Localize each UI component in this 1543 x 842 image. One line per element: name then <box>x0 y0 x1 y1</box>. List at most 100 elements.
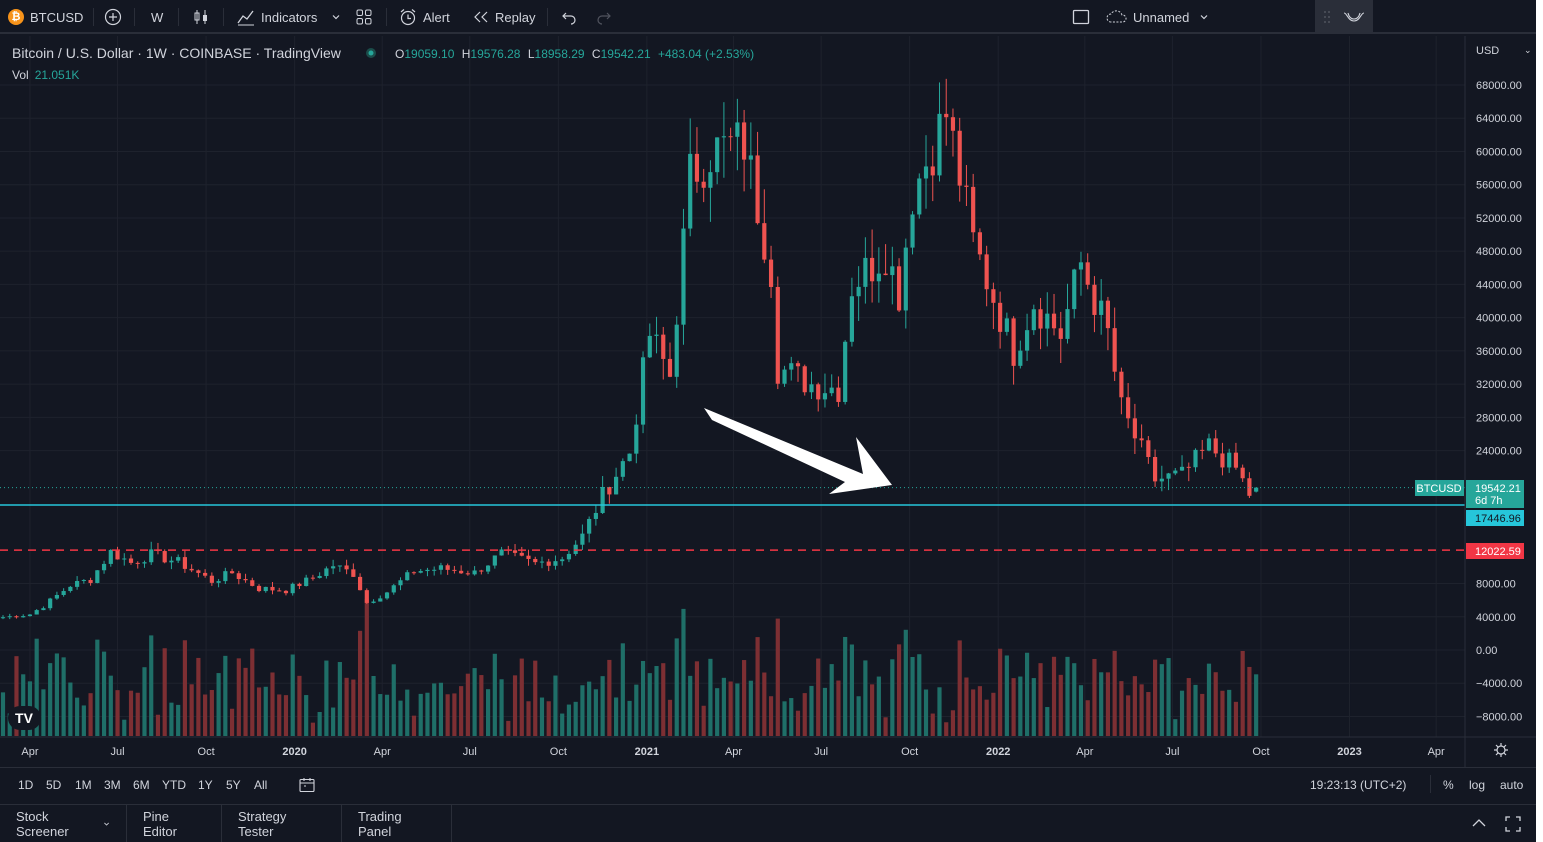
candle-body <box>357 576 363 591</box>
volume-bar <box>405 689 410 736</box>
candle-body <box>270 586 275 591</box>
range-button-1y[interactable]: 1Y <box>198 777 213 792</box>
layout-menu-button[interactable]: Unnamed <box>1105 0 1209 34</box>
time-tick-label: 2020 <box>282 746 306 758</box>
templates-button[interactable] <box>355 0 373 34</box>
range-button-5d[interactable]: 5D <box>46 777 62 792</box>
candle-body <box>1179 466 1185 471</box>
volume-bar <box>1233 701 1239 736</box>
goto-date-button[interactable] <box>298 768 316 801</box>
volume-bar <box>654 666 659 736</box>
maximize-panel-button[interactable] <box>1504 807 1522 840</box>
price-tick-label: 48000.00 <box>1476 246 1522 258</box>
chart-type-button[interactable] <box>192 0 210 34</box>
candle-body <box>1045 313 1050 329</box>
redo-button[interactable] <box>595 0 613 34</box>
volume-bar <box>155 714 161 736</box>
range-button-3m[interactable]: 3M <box>104 777 121 792</box>
candle-body <box>708 172 713 188</box>
tab-stock-screener[interactable]: Stock Screener <box>0 805 127 842</box>
percent-scale-toggle[interactable]: % <box>1443 777 1454 792</box>
price-tick-label: 40000.00 <box>1476 313 1522 325</box>
candle-body <box>7 616 12 618</box>
volume-bar <box>587 681 592 736</box>
range-button-1m[interactable]: 1M <box>75 777 92 792</box>
candle-body <box>1152 457 1158 482</box>
price-tick-label: −8000.00 <box>1476 711 1522 723</box>
volume-bar <box>526 701 531 736</box>
volume-bar <box>438 682 444 736</box>
volume-bar <box>822 687 828 736</box>
horizontal-lines[interactable] <box>0 487 1465 551</box>
candle-body <box>795 363 801 367</box>
time-axis[interactable]: Apr Jul Oct 2020 Apr Jul Oct 2021 Apr Jul Oct 2022 A… <box>21 746 1445 758</box>
volume-bar <box>1105 672 1111 736</box>
alert-label: Alert <box>423 9 450 25</box>
candle-body <box>1072 269 1077 310</box>
clock-timezone[interactable]: 19:23:13 (UTC+2) <box>1310 777 1407 792</box>
candle-body <box>701 181 706 188</box>
tab-strategy-tester[interactable]: Strategy Tester <box>222 805 342 842</box>
volume-bar <box>896 644 902 736</box>
candle-body <box>405 572 410 581</box>
range-button-ytd[interactable]: YTD <box>162 777 186 792</box>
tradingview-logo[interactable]: TV <box>8 706 41 730</box>
volume-bar <box>661 663 666 736</box>
range-button-6m[interactable]: 6M <box>133 777 150 792</box>
interval-button[interactable]: W <box>151 0 163 34</box>
indicators-button[interactable]: Indicators <box>236 0 317 34</box>
tab-trading-panel[interactable]: Trading Panel <box>342 805 452 842</box>
volume-bar <box>715 688 720 736</box>
volume-bar <box>1247 666 1252 736</box>
candle-body <box>310 577 316 579</box>
auto-scale-toggle[interactable]: auto <box>1500 777 1524 792</box>
volume-bar <box>795 710 801 736</box>
currency-label[interactable]: USD <box>1476 45 1499 57</box>
indicators-dropdown[interactable] <box>331 0 341 34</box>
candle-body <box>88 580 93 583</box>
chart-legend[interactable]: Bitcoin / U.S. Dollar · 1W · COINBASE · … <box>12 45 754 82</box>
log-scale-toggle[interactable]: log <box>1469 777 1486 792</box>
hline-price-label-2[interactable]: 12022.59 <box>1466 543 1524 559</box>
svg-text:TV: TV <box>15 710 34 726</box>
drag-handle-icon <box>1324 11 1330 23</box>
undo-button[interactable] <box>560 0 578 34</box>
candle-body <box>391 585 396 593</box>
compare-symbol-button[interactable] <box>104 0 122 34</box>
quick-toolbar-handle[interactable] <box>1315 0 1373 34</box>
volume-bar <box>492 653 497 736</box>
volume-bar <box>762 672 767 736</box>
candle-body <box>923 166 929 179</box>
volume-bar <box>614 697 619 736</box>
candle-body <box>661 334 666 359</box>
replay-button[interactable]: Replay <box>472 0 535 34</box>
price-tick-label: 8000.00 <box>1476 579 1516 591</box>
candle-body <box>1247 478 1252 496</box>
price-axis[interactable]: 68000.00 64000.00 60000.00 56000.00 52000.00… <box>1476 80 1522 723</box>
volume-bar <box>694 661 700 736</box>
last-price-label: 19542.21 6d 7h <box>1466 480 1524 508</box>
chart-settings-icon[interactable] <box>1494 743 1508 757</box>
candle-body <box>277 590 282 592</box>
fullscreen-toggle[interactable] <box>1072 0 1090 34</box>
top-toolbar: ₿ BTCUSD W Indicators Alert Replay <box>0 0 1536 34</box>
alert-button[interactable]: Alert <box>398 0 450 34</box>
collapse-panel-button[interactable] <box>1470 807 1488 840</box>
arrow-annotation[interactable] <box>704 408 892 494</box>
chart-area[interactable]: 68000.00 64000.00 60000.00 56000.00 52000.00… <box>0 36 1536 767</box>
currency-chevron-icon[interactable]: ⌄ <box>1524 45 1532 55</box>
volume-bar <box>122 719 127 736</box>
tab-pine-editor[interactable]: Pine Editor <box>127 805 222 842</box>
volume-bar <box>593 689 598 736</box>
range-button-5y[interactable]: 5Y <box>226 777 241 792</box>
range-button-1d[interactable]: 1D <box>18 777 34 792</box>
range-button-all[interactable]: All <box>254 777 268 792</box>
price-chart[interactable]: 68000.00 64000.00 60000.00 56000.00 52000.00… <box>0 36 1536 767</box>
symbol-button[interactable]: ₿ BTCUSD <box>8 0 83 34</box>
volume-bar <box>1146 692 1151 736</box>
candle-body <box>331 566 336 569</box>
hline-price-label-1[interactable]: 17446.96 <box>1466 510 1524 526</box>
candle-body <box>890 266 895 276</box>
volume-bar <box>41 689 46 736</box>
candle-body <box>169 560 174 563</box>
